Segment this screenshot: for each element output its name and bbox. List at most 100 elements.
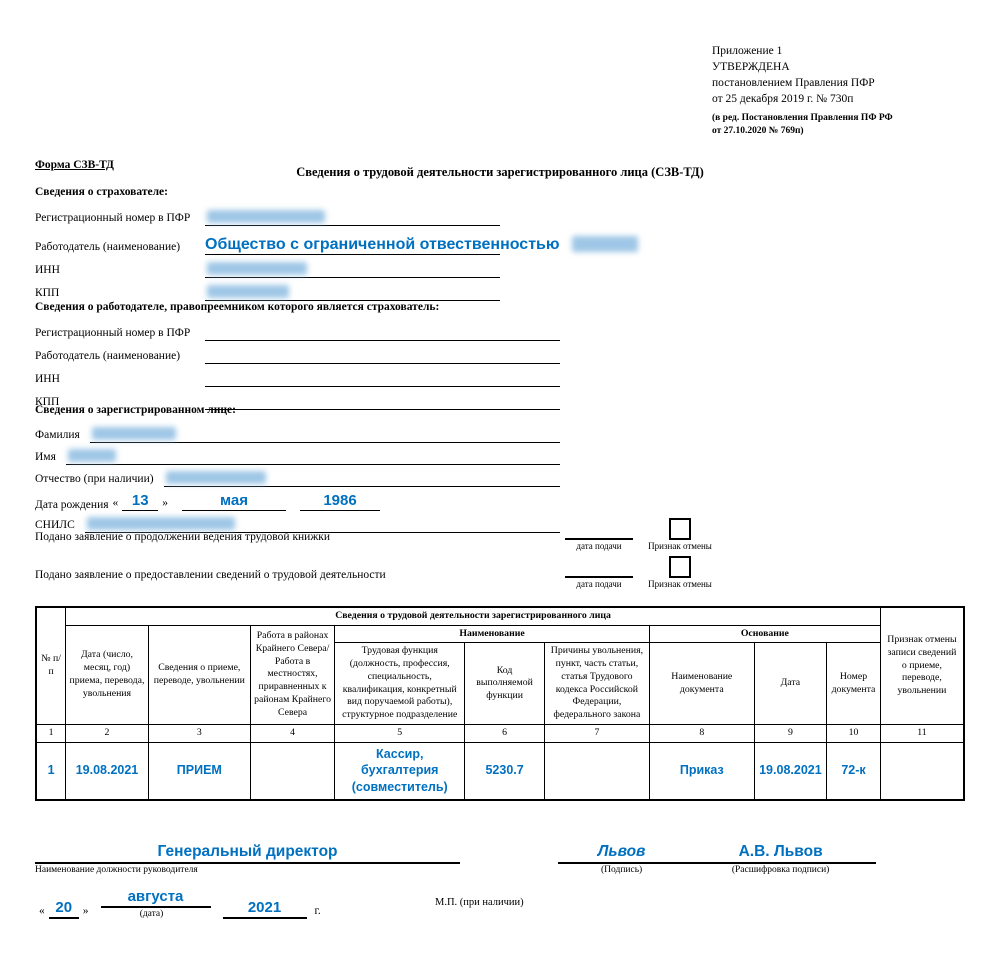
- date-filed-label: дата подачи: [576, 579, 622, 589]
- section-predecessor: Сведения о работодателе, правопреемником…: [35, 301, 560, 410]
- signature-name-label: (Расшифровка подписи): [731, 865, 830, 876]
- employer-label: Работодатель (наименование): [35, 241, 181, 253]
- kpp-field[interactable]: [205, 278, 500, 301]
- quote-close: »: [162, 497, 169, 509]
- stamp-place-label: М.П. (при наличии): [435, 897, 524, 908]
- cell-event-date[interactable]: 19.08.2021: [65, 741, 149, 801]
- column-number: 7: [543, 723, 650, 743]
- redacted-reg-number: [207, 210, 325, 223]
- cell-event-type[interactable]: ПРИЕМ: [147, 741, 251, 801]
- kpp-label: КПП: [35, 396, 60, 408]
- column-number: 8: [648, 723, 755, 743]
- header-col-event: Сведения о приеме, переводе, увольнении: [147, 624, 251, 725]
- cancel-label: Признак отмены: [648, 541, 712, 551]
- director-title-field[interactable]: Генеральный директор: [35, 843, 460, 865]
- predecessor-employer-field[interactable]: [205, 341, 560, 364]
- reg-number-label: Регистрационный номер в ПФР: [35, 327, 191, 339]
- date-filed-field[interactable]: [565, 526, 633, 540]
- birth-year-field[interactable]: 1986: [300, 493, 381, 511]
- field-row-inn: ИНН: [35, 255, 500, 278]
- column-number: 9: [753, 723, 828, 743]
- name-field[interactable]: [65, 443, 560, 465]
- appendix-line: УТВЕРЖДЕНА: [712, 60, 790, 73]
- header-col-number: № п/п: [35, 606, 67, 725]
- cell-doc-date[interactable]: 19.08.2021: [753, 741, 828, 801]
- document-date-block: « 20 » августа (дата) 2021 г.: [35, 889, 321, 919]
- header-col-function: Трудовая функция (должность, профессия, …: [334, 642, 466, 725]
- amendment-line: (в ред. Постановления Правления ПФ РФ: [712, 113, 893, 124]
- date-label: (дата): [139, 909, 164, 919]
- cell-cancel-flag[interactable]: [879, 741, 965, 801]
- column-number: 4: [249, 723, 336, 743]
- cell-job-function[interactable]: Кассир, бухгалтерия (совместитель): [334, 741, 466, 801]
- snils-field[interactable]: [84, 511, 560, 533]
- director-title-label: Наименование должности руководителя: [35, 865, 198, 876]
- predecessor-kpp-field[interactable]: [205, 387, 560, 410]
- cell-doc-name[interactable]: Приказ: [648, 741, 755, 801]
- inn-label: ИНН: [35, 373, 60, 385]
- cancel-checkbox[interactable]: [669, 518, 691, 540]
- inn-label: ИНН: [35, 264, 60, 276]
- signature-label: (Подпись): [600, 865, 643, 876]
- amendment-line: от 27.10.2020 № 769п): [712, 126, 804, 137]
- header-col-doc-number: Номер документа: [826, 642, 881, 725]
- snils-label: СНИЛС: [35, 519, 75, 531]
- signature-block: Львов А.В. Львов (Подпись) (Расшифровка …: [558, 843, 876, 875]
- date-month-field[interactable]: августа: [100, 889, 211, 908]
- employer-field[interactable]: Общество с ограниченной отвественностью: [205, 226, 638, 255]
- redacted-patronymic: [165, 471, 266, 484]
- signature-name-field[interactable]: А.В. Львов: [738, 843, 823, 860]
- birth-day-field[interactable]: 13: [122, 493, 159, 511]
- header-col-north: Работа в районах Крайнего Севера/Работа …: [249, 624, 336, 725]
- field-row-employer: Работодатель (наименование) Общество с о…: [35, 226, 638, 255]
- application-row-digital-info: Подано заявление о предоставлении сведен…: [35, 556, 727, 589]
- redacted-inn: [207, 262, 307, 275]
- cancel-flag-column: Признак отмены: [633, 518, 727, 551]
- appendix-line: от 25 декабря 2019 г. № 730п: [712, 92, 854, 105]
- date-filed-column: дата подачи: [565, 564, 633, 589]
- section-heading: Сведения о страхователе:: [35, 186, 168, 198]
- cell-doc-number[interactable]: 72-к: [826, 741, 881, 801]
- redacted-employer-name: [571, 236, 638, 252]
- date-filed-field[interactable]: [565, 564, 633, 578]
- cell-row-number[interactable]: 1: [35, 741, 67, 801]
- date-year-field[interactable]: 2021: [222, 900, 307, 919]
- form-code-label: Форма СЗВ-ТД: [35, 159, 114, 171]
- application-row-workbook: Подано заявление о продолжении ведения т…: [35, 518, 727, 551]
- patronymic-field[interactable]: [163, 465, 560, 487]
- reg-number-field[interactable]: [205, 203, 500, 226]
- activity-table: № п/п Сведения о трудовой деятельности з…: [35, 606, 965, 802]
- approval-block: Приложение 1 УТВЕРЖДЕНА постановлением П…: [712, 44, 893, 138]
- field-row-reg-number: Регистрационный номер в ПФР: [35, 203, 500, 226]
- header-col-cancel-flag: Признак отмены записи сведений о приеме,…: [879, 606, 965, 725]
- application-text: Подано заявление о продолжении ведения т…: [35, 531, 331, 543]
- cell-dismissal-reason[interactable]: [543, 741, 650, 801]
- cell-function-code[interactable]: 5230.7: [464, 741, 545, 801]
- cell-north-work[interactable]: [249, 741, 336, 801]
- column-number: 10: [826, 723, 881, 743]
- inn-field[interactable]: [205, 255, 500, 278]
- redacted-kpp: [207, 285, 289, 298]
- field-row-employer: Работодатель (наименование): [35, 341, 560, 364]
- year-suffix: г.: [314, 905, 321, 917]
- header-top: Сведения о трудовой деятельности зарегис…: [65, 606, 881, 626]
- redacted-snils: [86, 517, 235, 530]
- cancel-checkbox[interactable]: [669, 556, 691, 578]
- section-person: Сведения о зарегистрированном лице: Фами…: [35, 404, 560, 533]
- surname-label: Фамилия: [35, 429, 80, 441]
- field-row-kpp: КПП: [35, 387, 560, 410]
- quote-open: «: [112, 497, 119, 509]
- field-row-reg-number: Регистрационный номер в ПФР: [35, 318, 560, 341]
- header-col-doc-date: Дата: [753, 642, 828, 725]
- header-col-function-code: Код выполняемой функции: [464, 642, 545, 725]
- date-day-field[interactable]: 20: [48, 900, 79, 919]
- application-text: Подано заявление о предоставлении сведен…: [35, 569, 386, 581]
- birth-month-field[interactable]: мая: [182, 493, 287, 511]
- field-row-patronymic: Отчество (при наличии): [35, 465, 560, 487]
- signature-field[interactable]: Львов: [597, 843, 646, 860]
- predecessor-inn-field[interactable]: [205, 364, 560, 387]
- predecessor-reg-number-field[interactable]: [205, 318, 560, 341]
- surname-field[interactable]: [89, 421, 560, 443]
- employer-label: Работодатель (наименование): [35, 350, 181, 362]
